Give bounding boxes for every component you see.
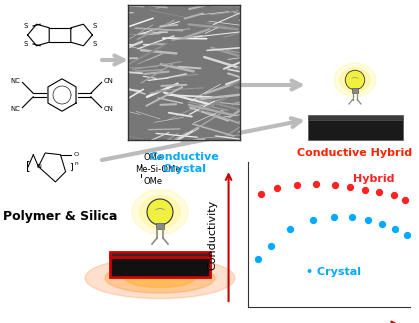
- Text: Conductive
Crystal: Conductive Crystal: [149, 152, 219, 173]
- Ellipse shape: [85, 257, 235, 299]
- Text: NC: NC: [11, 78, 21, 84]
- Point: [331, 214, 337, 220]
- Point: [267, 244, 274, 249]
- Circle shape: [147, 199, 173, 225]
- Point: [310, 217, 316, 223]
- Point: [376, 190, 383, 195]
- Text: • Crystal: • Crystal: [306, 267, 361, 277]
- Text: Conductive Hybrid: Conductive Hybrid: [297, 148, 413, 158]
- Text: Conductivity: Conductivity: [207, 199, 217, 270]
- Text: ]: ]: [69, 162, 72, 171]
- Text: O: O: [74, 152, 79, 157]
- Point: [365, 217, 371, 223]
- FancyBboxPatch shape: [308, 115, 403, 120]
- Text: CN: CN: [103, 106, 113, 112]
- FancyBboxPatch shape: [308, 118, 403, 140]
- Point: [274, 185, 280, 191]
- FancyBboxPatch shape: [110, 252, 210, 257]
- Text: OMe: OMe: [143, 153, 162, 162]
- FancyBboxPatch shape: [156, 223, 164, 229]
- Ellipse shape: [345, 72, 365, 88]
- Circle shape: [345, 70, 365, 90]
- Text: S: S: [23, 23, 28, 29]
- Point: [402, 197, 409, 202]
- Ellipse shape: [340, 68, 370, 92]
- Text: Hybrid: Hybrid: [353, 173, 395, 183]
- FancyBboxPatch shape: [352, 88, 358, 93]
- Ellipse shape: [132, 190, 188, 234]
- Point: [254, 256, 261, 262]
- Point: [403, 232, 410, 237]
- Point: [332, 182, 339, 188]
- Point: [391, 193, 397, 198]
- FancyBboxPatch shape: [110, 255, 210, 277]
- Text: N: N: [36, 164, 41, 169]
- Text: NC: NC: [11, 106, 21, 112]
- Ellipse shape: [125, 268, 195, 287]
- Ellipse shape: [105, 263, 215, 293]
- Point: [258, 191, 264, 196]
- Text: Polymer & Silica: Polymer & Silica: [3, 210, 117, 223]
- Text: Me-Si-OMe: Me-Si-OMe: [135, 165, 181, 174]
- Ellipse shape: [140, 196, 180, 228]
- Text: [: [: [26, 160, 31, 173]
- Point: [313, 181, 319, 186]
- Point: [361, 187, 368, 192]
- Text: CN: CN: [103, 78, 113, 84]
- Text: n: n: [74, 161, 78, 166]
- Ellipse shape: [147, 202, 173, 223]
- Point: [392, 226, 399, 231]
- Point: [287, 226, 293, 231]
- Ellipse shape: [334, 63, 376, 97]
- Text: OMe: OMe: [143, 178, 162, 186]
- Point: [379, 222, 386, 227]
- Text: S: S: [92, 23, 96, 29]
- Point: [347, 184, 353, 189]
- Text: S: S: [23, 41, 28, 47]
- Point: [348, 214, 355, 220]
- Point: [293, 182, 300, 188]
- Text: S: S: [92, 41, 96, 47]
